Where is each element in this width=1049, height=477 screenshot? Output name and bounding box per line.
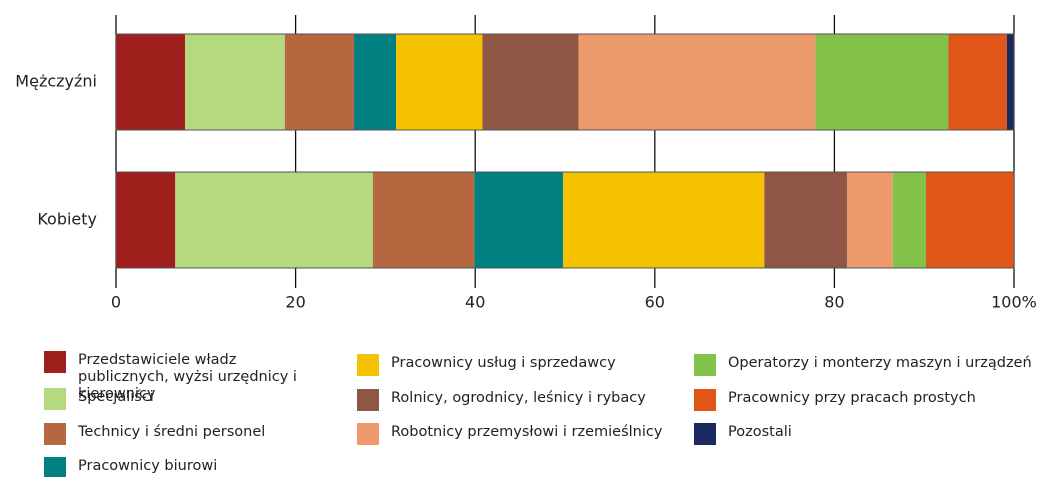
bar-segment bbox=[175, 172, 373, 268]
bar-segment bbox=[116, 34, 186, 130]
x-tick-label: 40 bbox=[465, 293, 485, 312]
plot: 0 20 40 60 80 100% Mężczyźni Kobiety bbox=[15, 15, 1037, 312]
legend-item: Pracownicy przy pracach prostych bbox=[694, 389, 1039, 411]
bar-segment bbox=[892, 172, 926, 268]
legend-label: Pracownicy biurowi bbox=[78, 458, 218, 474]
bar-segment bbox=[482, 34, 579, 130]
bar-outline bbox=[115, 33, 1015, 131]
bar-segment bbox=[846, 172, 893, 268]
legend-label: Technicy i średni personel bbox=[78, 424, 266, 440]
legend-label: Przedstawiciele władz publicznych, wyżsi… bbox=[78, 352, 297, 402]
bar-segment bbox=[563, 172, 765, 268]
bar-segment bbox=[372, 172, 475, 268]
bar-segment bbox=[396, 34, 483, 130]
legend-item: Pozostali bbox=[694, 423, 1039, 445]
bar-segment bbox=[1006, 34, 1014, 130]
legend-item: Przedstawiciele władz publicznych, wyżsi… bbox=[44, 351, 304, 403]
y-tick-label: Mężczyźni bbox=[15, 72, 97, 91]
legend-swatch bbox=[44, 457, 66, 477]
legend-swatch bbox=[694, 389, 716, 411]
legend-label: Specjaliści bbox=[78, 389, 154, 405]
bar-segment bbox=[474, 172, 564, 268]
bar-segment bbox=[925, 172, 1014, 268]
bar-segment bbox=[284, 34, 354, 130]
legend-swatch bbox=[44, 388, 66, 410]
x-tick-label: 20 bbox=[285, 293, 305, 312]
legend-item: Robotnicy przemysłowi i rzemieślnicy bbox=[357, 423, 677, 445]
legend-item: Pracownicy usług i sprzedawcy bbox=[357, 354, 677, 376]
legend-label: Operatorzy i monterzy maszyn i urządzeń bbox=[728, 355, 1032, 371]
bar-outline bbox=[115, 171, 1015, 269]
bar-segment bbox=[764, 172, 847, 268]
legend-item: Rolnicy, ogrodnicy, leśnicy i rybacy bbox=[357, 389, 677, 411]
x-tick-label: 0 bbox=[111, 293, 121, 312]
legend-swatch bbox=[357, 354, 379, 376]
legend-swatch bbox=[694, 423, 716, 445]
bar-segment bbox=[948, 34, 1007, 130]
legend-label: Robotnicy przemysłowi i rzemieślnicy bbox=[391, 424, 663, 440]
legend-item: Specjaliści bbox=[44, 388, 304, 410]
legend-item: Pracownicy biurowi bbox=[44, 457, 304, 477]
x-tick-label: 100% bbox=[991, 293, 1037, 312]
legend-label: Pracownicy przy pracach prostych bbox=[728, 390, 976, 406]
x-tick-label: 80 bbox=[824, 293, 844, 312]
bar-segment bbox=[116, 172, 176, 268]
legend-swatch bbox=[44, 351, 66, 373]
legend-swatch bbox=[44, 423, 66, 445]
legend-swatch bbox=[357, 389, 379, 411]
legend-swatch bbox=[694, 354, 716, 376]
legend-swatch bbox=[357, 423, 379, 445]
legend-item: Technicy i średni personel bbox=[44, 423, 304, 445]
y-tick-label: Kobiety bbox=[37, 210, 97, 229]
legend-item: Operatorzy i monterzy maszyn i urządzeń bbox=[694, 354, 1039, 376]
bar-segment bbox=[353, 34, 397, 130]
bar-segment bbox=[578, 34, 816, 130]
bar-segment bbox=[815, 34, 949, 130]
legend-label: Pozostali bbox=[728, 424, 792, 440]
x-tick-label: 60 bbox=[645, 293, 665, 312]
legend-label: Rolnicy, ogrodnicy, leśnicy i rybacy bbox=[391, 390, 646, 406]
bar-segment bbox=[185, 34, 285, 130]
legend-label: Pracownicy usług i sprzedawcy bbox=[391, 355, 616, 371]
